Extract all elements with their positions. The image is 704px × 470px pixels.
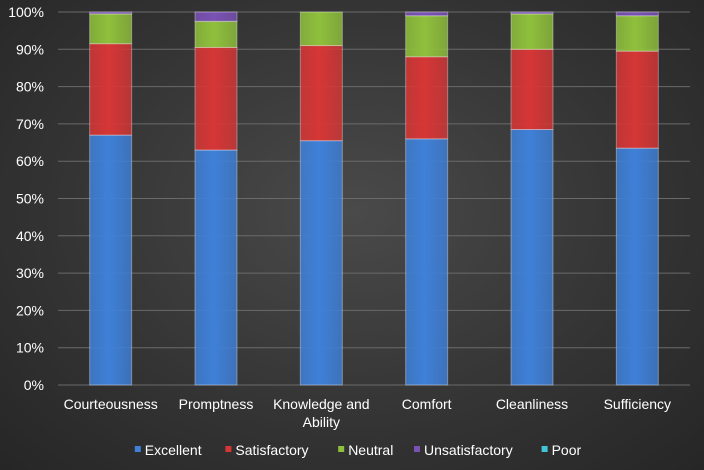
y-tick-label: 70% [16,116,44,132]
bar-segment-satisfactory [299,45,343,142]
bar-segment-satisfactory [89,43,133,136]
bar-segment-excellent [194,149,238,386]
bar-segment-excellent [510,128,554,386]
legend-label: Satisfactory [235,442,308,458]
legend-label: Neutral [348,442,393,458]
bar-segment-unsatisfactory [194,11,238,22]
x-category-label: Ability [303,414,340,430]
bar-segment-excellent [615,147,659,386]
bar-segment-satisfactory [510,48,554,130]
bar-segment-neutral [615,15,659,52]
y-tick-label: 50% [16,191,44,207]
legend-label: Poor [552,442,582,458]
legend: Excellent Satisfactory Neutral Unsatisfacto… [134,442,582,458]
y-tick-label: 10% [16,340,44,356]
bar-segment-neutral [194,20,238,48]
x-category-label: Knowledge and [273,396,370,412]
y-tick-label: 30% [16,265,44,281]
bar-segment-neutral [299,11,343,47]
bar-segment-excellent [89,134,133,386]
bar-segment-unsatisfactory [615,11,659,17]
bar-segment-neutral [405,15,449,58]
legend-label: Excellent [145,442,202,458]
y-tick-label: 80% [16,79,44,95]
bar-segment-unsatisfactory [89,11,133,15]
bar-segment-neutral [89,13,133,45]
x-category-label: Sufficiency [604,396,671,412]
legend-marker-poor [541,446,548,452]
y-tick-label: 0% [24,377,44,393]
x-category-label: Comfort [402,396,452,412]
x-category-label: Promptness [179,396,254,412]
x-category-label: Courteousness [64,396,158,412]
y-tick-label: 20% [16,302,44,318]
bar-segment-excellent [299,140,343,386]
y-tick-label: 100% [8,4,44,20]
bar-segment-excellent [405,138,449,386]
bar-segment-satisfactory [405,56,449,140]
legend-marker-satisfactory [225,446,232,452]
y-tick-label: 60% [16,153,44,169]
legend-marker-excellent [134,446,141,452]
y-tick-label: 40% [16,228,44,244]
bar-segment-satisfactory [194,46,238,151]
legend-label: Unsatisfactory [424,442,513,458]
bar-segment-unsatisfactory [405,11,449,17]
bar-segment-neutral [510,13,554,50]
y-tick-label: 90% [16,41,44,57]
legend-marker-unsatisfactory [414,446,420,452]
bar-segment-unsatisfactory [510,11,554,15]
legend-marker-neutral [338,446,345,452]
bar-segment-satisfactory [615,50,659,149]
x-category-label: Cleanliness [496,396,568,412]
